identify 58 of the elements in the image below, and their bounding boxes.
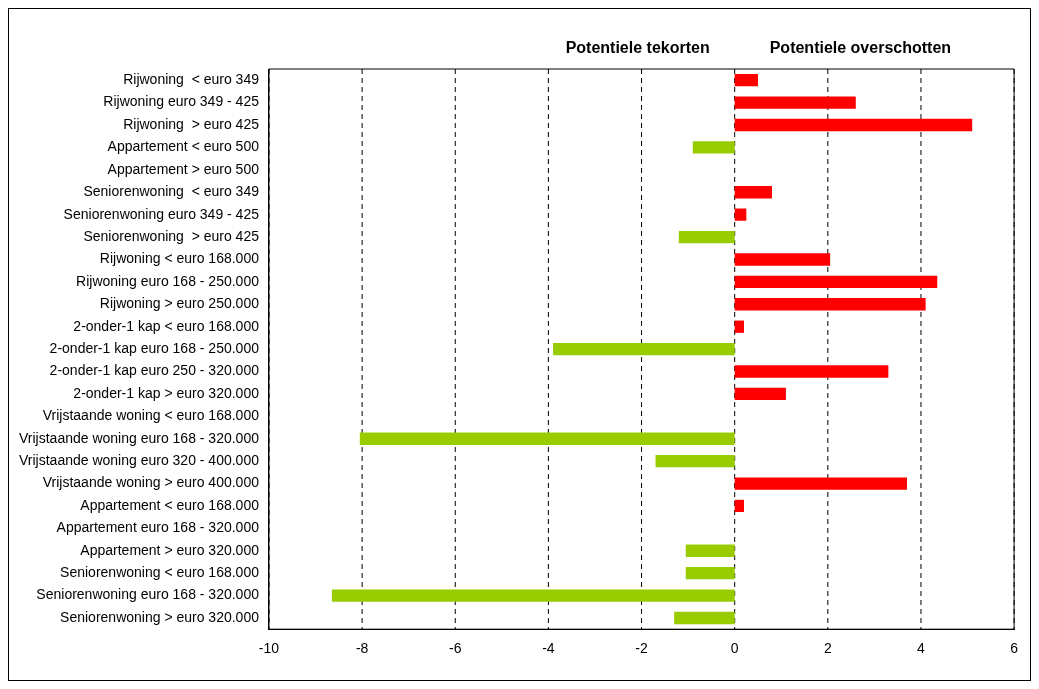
y-tick-label: Appartement < euro 500 <box>107 138 260 155</box>
bar <box>734 118 973 132</box>
x-tick-label: 0 <box>730 640 739 657</box>
bar <box>685 544 735 557</box>
y-tick-label: 2-onder-1 kap euro 168 - 250.000 <box>49 339 260 356</box>
y-tick-label: Seniorenwoning euro 168 - 320.000 <box>36 586 260 603</box>
text: Potentiele overschotten <box>769 39 952 57</box>
bar <box>734 387 786 401</box>
text: Potentiele tekorten <box>565 39 710 57</box>
y-tick-label: Appartement < euro 168.000 <box>80 496 260 513</box>
y-tick-label: Rijwoning euro 168 - 250.000 <box>76 272 260 289</box>
y-tick-label: Vrijstaande woning < euro 168.000 <box>42 407 260 424</box>
y-tick-label: Seniorenwoning > euro 320.000 <box>60 608 260 625</box>
bar <box>674 611 735 625</box>
y-tick-label: 2-onder-1 kap > euro 320.000 <box>73 384 260 401</box>
y-tick-label: Seniorenwoning < euro 168.000 <box>60 564 260 581</box>
x-tick-label: -6 <box>449 640 462 657</box>
bar <box>734 320 744 333</box>
bar <box>734 253 831 266</box>
bar <box>734 186 772 199</box>
bar <box>331 589 735 602</box>
y-tick-label: Seniorenwoning > euro 425 <box>83 227 260 244</box>
bar <box>685 567 735 580</box>
bar <box>734 477 907 490</box>
y-tick-label: Vrijstaande woning > euro 400.000 <box>42 474 260 491</box>
x-tick-label: -10 <box>258 640 280 657</box>
bar <box>734 74 758 87</box>
y-tick-label: Seniorenwoning euro 349 - 425 <box>63 205 260 222</box>
y-tick-label: Rijwoning > euro 425 <box>123 115 260 132</box>
y-tick-label: Rijwoning euro 349 - 425 <box>103 93 260 110</box>
bar <box>734 499 744 513</box>
bar <box>734 365 889 378</box>
bar <box>734 298 926 311</box>
x-tick-label: 6 <box>1010 640 1019 657</box>
bar <box>655 454 735 468</box>
y-tick-label: Rijwoning < euro 168.000 <box>99 250 260 267</box>
y-tick-label: Appartement euro 168 - 320.000 <box>56 519 260 536</box>
x-tick-label: 2 <box>823 640 832 657</box>
y-tick-label: Appartement > euro 320.000 <box>80 541 260 558</box>
x-tick-label: -8 <box>355 640 369 657</box>
bar <box>734 208 747 221</box>
bar <box>553 342 735 356</box>
y-tick-label: Seniorenwoning < euro 349 <box>83 183 260 200</box>
y-tick-label: Rijwoning < euro 349 <box>123 71 260 88</box>
y-tick-label: Rijwoning > euro 250.000 <box>99 295 260 312</box>
bar <box>734 96 856 109</box>
bar <box>678 230 735 244</box>
y-tick-label: Vrijstaande woning euro 168 - 320.000 <box>19 429 260 446</box>
x-tick-label: 4 <box>917 640 926 657</box>
bar <box>359 432 735 445</box>
bar <box>692 141 735 154</box>
y-tick-label: 2-onder-1 kap < euro 168.000 <box>73 317 260 334</box>
x-tick-label: -2 <box>635 640 648 657</box>
x-tick-label: -4 <box>542 640 555 657</box>
y-tick-label: Appartement > euro 500 <box>107 160 260 177</box>
y-tick-label: Vrijstaande woning euro 320 - 400.000 <box>19 452 260 468</box>
y-tick-label: 2-onder-1 kap euro 250 - 320.000 <box>49 362 260 379</box>
bar <box>734 275 938 289</box>
